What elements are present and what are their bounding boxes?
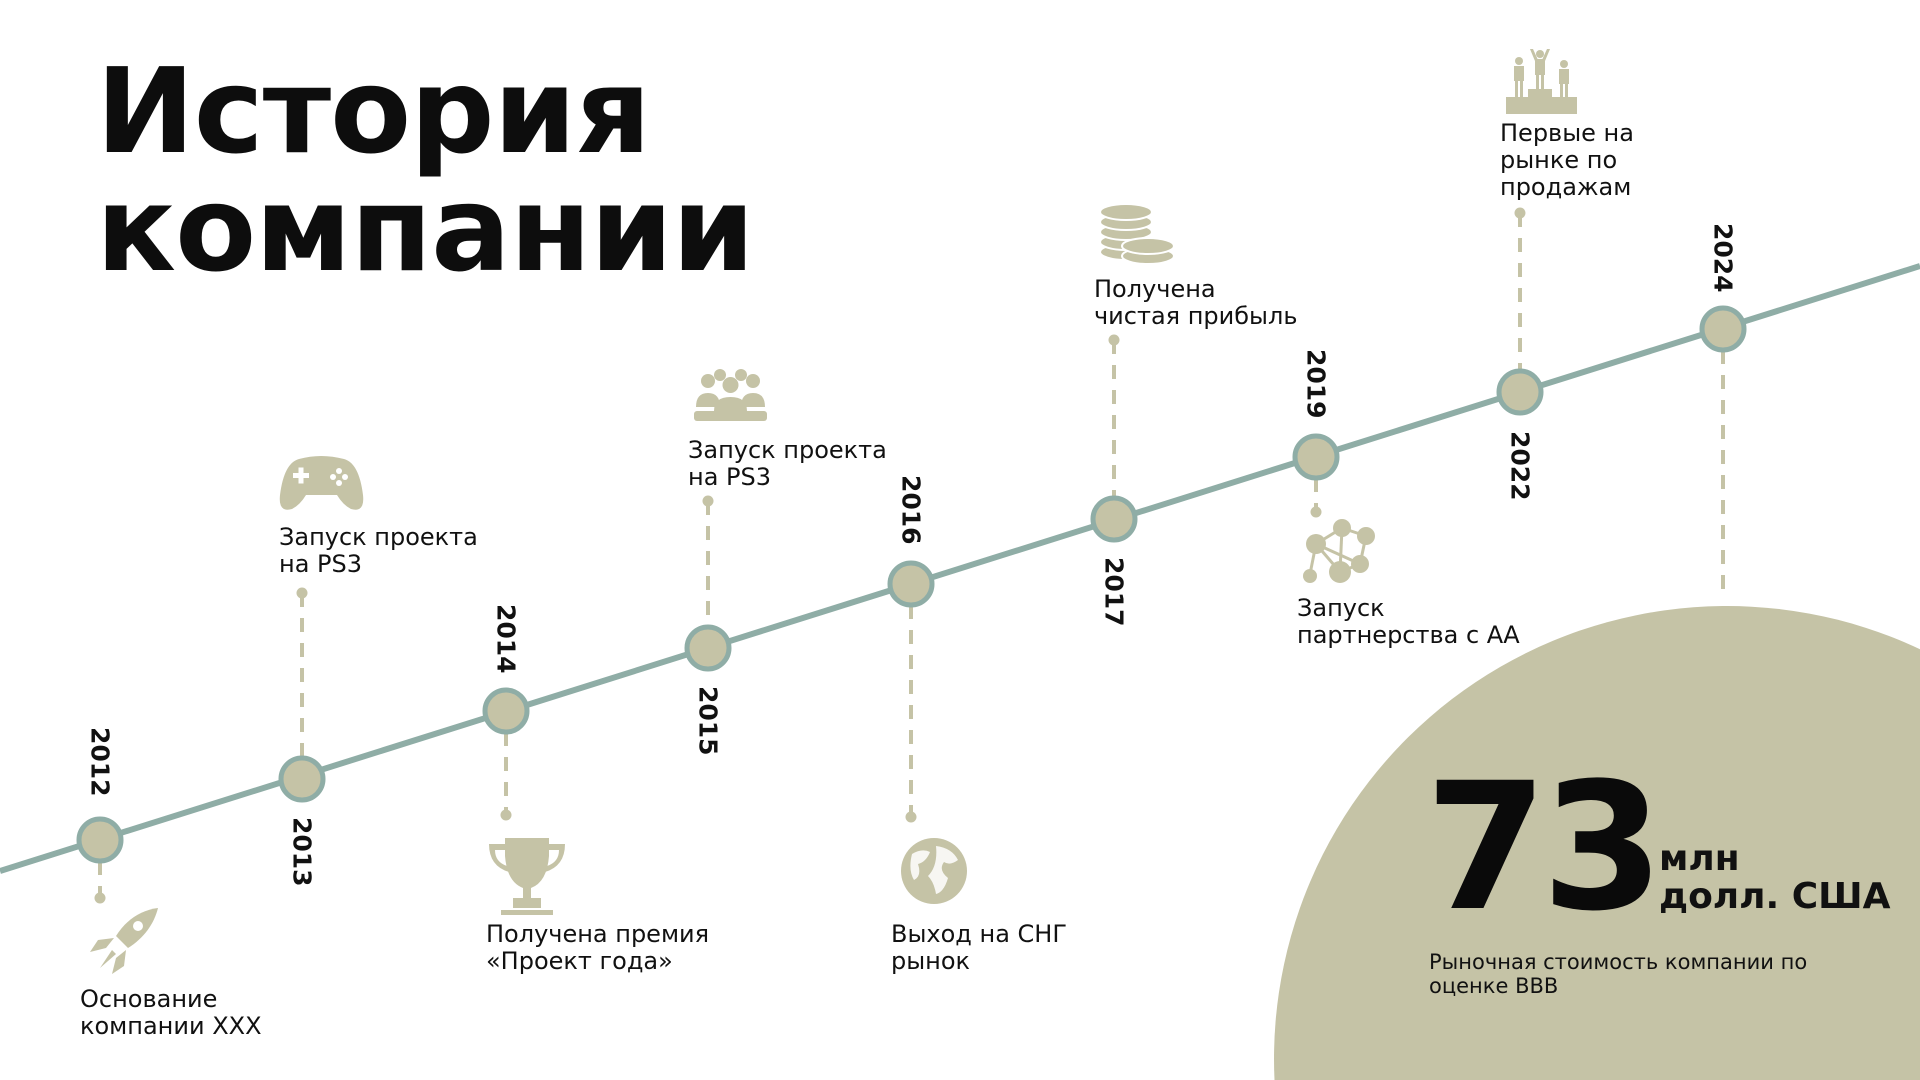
event-label: Основание компании XXX xyxy=(80,986,262,1040)
rocket-icon xyxy=(86,906,160,982)
title-line-1: История xyxy=(96,42,651,180)
event-label-line: партнерства с АА xyxy=(1297,621,1520,649)
event-label: Получена чистая прибыль xyxy=(1094,276,1297,330)
event-label: Запуск партнерства с АА xyxy=(1297,595,1520,649)
unit-line-2: долл. США xyxy=(1659,876,1891,917)
stat-circle xyxy=(1274,606,1920,1080)
year-label: 2016 xyxy=(896,475,926,545)
timeline-node-2022 xyxy=(1496,368,1544,416)
network-icon xyxy=(1300,514,1378,589)
event-label-line: рынке по xyxy=(1500,146,1618,174)
year-label: 2022 xyxy=(1505,431,1535,501)
year-label: 2013 xyxy=(287,817,317,887)
gamepad-icon xyxy=(279,451,364,519)
event-label-line: чистая прибыль xyxy=(1094,302,1298,330)
year-label: 2017 xyxy=(1099,557,1129,627)
event-label: Запуск проекта на PS3 xyxy=(279,524,478,578)
timeline-node-2024 xyxy=(1699,305,1747,353)
year-label: 2014 xyxy=(491,604,521,674)
timeline-node-2013 xyxy=(278,755,326,803)
event-label-line: рынок xyxy=(891,947,971,975)
podium-icon xyxy=(1506,49,1577,118)
year-label: 2015 xyxy=(693,686,723,756)
event-label-line: компании XXX xyxy=(80,1012,262,1040)
event-label-line: «Проект года» xyxy=(486,947,673,975)
connector-dot-2017 xyxy=(1108,334,1120,346)
event-label-line: Запуск xyxy=(1297,594,1385,622)
connector-dot-2022 xyxy=(1514,207,1526,219)
event-label-line: Получена премия xyxy=(486,920,710,948)
event-label: Запуск проекта на PS3 xyxy=(688,437,887,491)
coins-icon xyxy=(1098,202,1176,270)
page-title: История компании xyxy=(96,42,755,298)
globe-icon xyxy=(900,836,968,910)
connector-dot-2016 xyxy=(905,811,917,823)
connector-dot-2015 xyxy=(702,495,714,507)
event-label: Первые на рынке по продажам xyxy=(1500,120,1634,201)
timeline-node-2012 xyxy=(76,816,124,864)
valuation-description: Рыночная стоимость компании по оценке ВВ… xyxy=(1429,950,1807,998)
event-label-line: Первые на xyxy=(1500,119,1634,147)
people-group-icon xyxy=(694,367,767,427)
connector-dot-2013 xyxy=(296,587,308,599)
timeline-node-2017 xyxy=(1090,495,1138,543)
event-label-line: Запуск проекта xyxy=(688,436,887,464)
connector-dot-2014 xyxy=(500,809,512,821)
event-label: Выход на СНГ рынок xyxy=(891,921,1067,975)
year-label: 2024 xyxy=(1708,223,1738,293)
event-label-line: на PS3 xyxy=(688,463,772,491)
event-label-line: Основание xyxy=(80,985,218,1013)
event-label-line: продажам xyxy=(1500,173,1632,201)
timeline-node-2019 xyxy=(1292,433,1340,481)
title-line-2: компании xyxy=(96,160,755,298)
timeline-node-2016 xyxy=(887,560,935,608)
unit-line-1: млн xyxy=(1659,838,1740,879)
valuation-stat: 73 млн долл. США Рыночная стоимость комп… xyxy=(1425,760,1905,1010)
year-label: 2012 xyxy=(85,727,115,797)
trophy-icon xyxy=(487,836,567,920)
event-label: Получена премия «Проект года» xyxy=(486,921,709,975)
valuation-value: 73 xyxy=(1425,745,1664,950)
timeline-node-2014 xyxy=(482,687,530,735)
event-label-line: Выход на СНГ xyxy=(891,920,1067,948)
desc-line-1: Рыночная стоимость компании по xyxy=(1429,950,1808,974)
valuation-unit: млн долл. США xyxy=(1659,840,1891,916)
connector-dot-2019 xyxy=(1310,506,1322,518)
connector-dot-2012 xyxy=(94,892,106,904)
timeline-node-2015 xyxy=(684,624,732,672)
desc-line-2: оценке ВВВ xyxy=(1429,974,1559,998)
event-label-line: Запуск проекта xyxy=(279,523,478,551)
year-label: 2019 xyxy=(1301,349,1331,419)
event-label-line: на PS3 xyxy=(279,550,363,578)
event-label-line: Получена xyxy=(1094,275,1216,303)
